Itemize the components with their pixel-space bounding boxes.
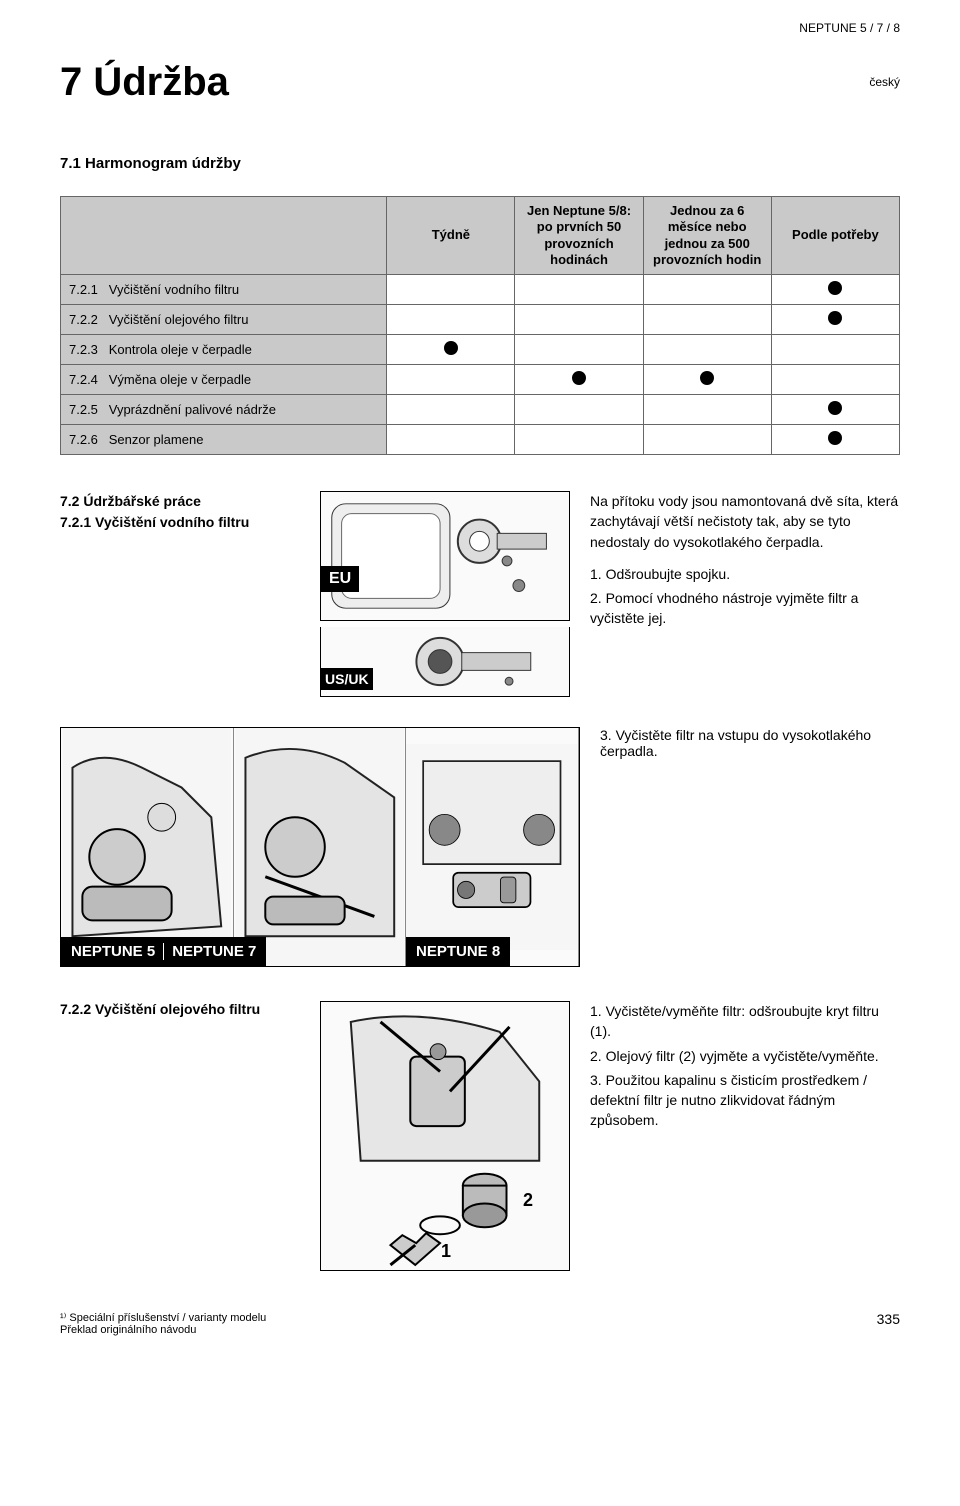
schedule-cell	[387, 425, 515, 455]
panel-label-1: NEPTUNE 5	[71, 943, 164, 960]
footnote-1: ¹⁾ Speciální příslušenství / varianty mo…	[60, 1311, 266, 1324]
schedule-cell	[643, 335, 771, 365]
schedule-cell	[387, 305, 515, 335]
table-row-label: 7.2.6 Senzor plamene	[61, 425, 387, 455]
table-row-label: 7.2.1 Vyčištění vodního filtru	[61, 275, 387, 305]
page-title: 7 Údržba	[60, 60, 900, 105]
callout-2: 2	[523, 1190, 533, 1211]
section-7-2-heading: 7.2 Údržbářské práce	[60, 491, 300, 512]
figure-oil-filter: 2 1	[320, 1001, 570, 1271]
page-number: 335	[877, 1311, 900, 1336]
step-722-1: 1. Vyčistěte/vyměňte filtr: odšroubujte …	[590, 1001, 900, 1042]
schedule-cell	[771, 335, 899, 365]
footnote-2: Překlad originálního návodu	[60, 1324, 266, 1336]
table-row-label: 7.2.3 Kontrola oleje v čerpadle	[61, 335, 387, 365]
col-header: Jen Neptune 5/8: po prvních 50 provozníc…	[515, 197, 643, 275]
schedule-cell	[387, 335, 515, 365]
schedule-cell	[771, 425, 899, 455]
dot-icon	[444, 341, 458, 355]
step-3: 3. Vyčistěte filtr na vstupu do vysokotl…	[600, 727, 900, 759]
panel-label-2: NEPTUNE 7	[172, 943, 256, 960]
step-2: 2. Pomocí vhodného nástroje vyjměte filt…	[590, 588, 900, 629]
eu-badge: EU	[321, 566, 359, 592]
product-code: NEPTUNE 5 / 7 / 8	[799, 18, 900, 40]
maintenance-schedule-table: Týdně Jen Neptune 5/8: po prvních 50 pro…	[60, 196, 900, 455]
schedule-cell	[643, 365, 771, 395]
schedule-cell	[643, 395, 771, 425]
language-label: český	[799, 72, 900, 94]
section-7-1-heading: 7.1 Harmonogram údržby	[60, 155, 900, 172]
panel-label-3: NEPTUNE 8	[406, 937, 510, 966]
section-7-2-1-heading: 7.2.1 Vyčištění vodního filtru	[60, 512, 300, 533]
schedule-cell	[387, 395, 515, 425]
col-header: Jednou za 6 měsíce nebo jednou za 500 pr…	[643, 197, 771, 275]
schedule-cell	[387, 365, 515, 395]
schedule-cell	[643, 305, 771, 335]
intro-text: Na přítoku vody jsou namontovaná dvě sít…	[590, 491, 900, 552]
schedule-cell	[643, 275, 771, 305]
section-7-2-2-heading: 7.2.2 Vyčištění olejového filtru	[60, 1001, 300, 1017]
usuk-badge: US/UK	[321, 668, 373, 690]
schedule-cell	[515, 335, 643, 365]
schedule-cell	[771, 305, 899, 335]
dot-icon	[828, 401, 842, 415]
dot-icon	[828, 281, 842, 295]
schedule-cell	[515, 365, 643, 395]
step-722-3: 3. Použitou kapalinu s čisticím prostřed…	[590, 1070, 900, 1131]
schedule-cell	[771, 365, 899, 395]
schedule-cell	[643, 425, 771, 455]
schedule-cell	[515, 275, 643, 305]
figure-pump-inlet: NEPTUNE 5 NEPTUNE 7 NEPTUNE 8	[60, 727, 580, 967]
figure-eu-connector: EU	[320, 491, 570, 621]
step-722-2: 2. Olejový filtr (2) vyjměte a vyčistěte…	[590, 1046, 900, 1066]
table-row-label: 7.2.4 Výměna oleje v čerpadle	[61, 365, 387, 395]
dot-icon	[828, 431, 842, 445]
schedule-cell	[515, 395, 643, 425]
callout-1: 1	[441, 1241, 451, 1262]
dot-icon	[572, 371, 586, 385]
col-header: Podle potřeby	[771, 197, 899, 275]
schedule-cell	[515, 425, 643, 455]
schedule-cell	[771, 395, 899, 425]
dot-icon	[828, 311, 842, 325]
dot-icon	[700, 371, 714, 385]
schedule-cell	[515, 305, 643, 335]
figure-usuk-connector: US/UK	[320, 627, 570, 697]
col-header: Týdně	[387, 197, 515, 275]
schedule-cell	[771, 275, 899, 305]
table-row-label: 7.2.5 Vyprázdnění palivové nádrže	[61, 395, 387, 425]
step-1: 1. Odšroubujte spojku.	[590, 564, 900, 584]
schedule-cell	[387, 275, 515, 305]
table-row-label: 7.2.2 Vyčištění olejového filtru	[61, 305, 387, 335]
